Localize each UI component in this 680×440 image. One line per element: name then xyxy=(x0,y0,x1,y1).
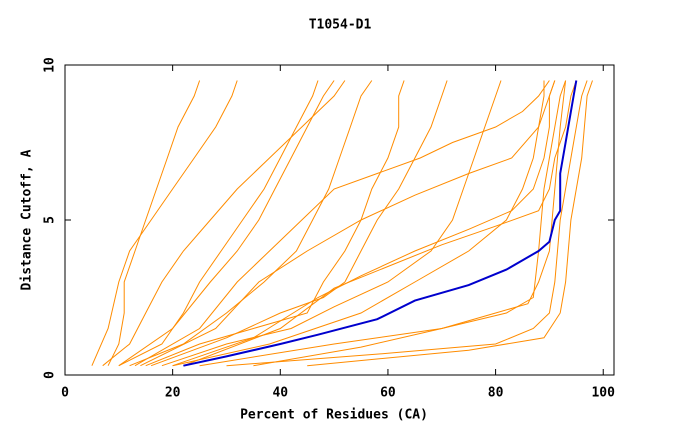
y-tick-label: 10 xyxy=(43,57,58,73)
x-tick-label: 20 xyxy=(165,386,181,401)
data-line xyxy=(129,80,373,367)
x-tick-label: 80 xyxy=(488,386,504,401)
data-line xyxy=(150,80,448,367)
data-line xyxy=(107,80,201,366)
x-axis-label: Percent of Residues (CA) xyxy=(240,408,428,423)
data-line xyxy=(226,80,588,367)
data-line xyxy=(253,80,567,367)
data-line xyxy=(172,80,556,367)
data-line xyxy=(183,80,578,367)
data-line xyxy=(145,80,405,367)
x-tick-label: 0 xyxy=(61,386,69,401)
data-line xyxy=(307,80,593,367)
data-line xyxy=(183,80,577,367)
data-line xyxy=(91,80,238,366)
data-line xyxy=(134,80,550,367)
data-line xyxy=(140,80,556,367)
y-tick-label: 5 xyxy=(43,216,58,224)
x-tick-label: 40 xyxy=(272,386,288,401)
x-tick-label: 100 xyxy=(591,386,615,401)
data-line xyxy=(161,80,502,367)
data-line xyxy=(172,80,545,367)
y-axis-label: Distance Cutoff, A xyxy=(20,149,35,290)
y-tick-label: 0 xyxy=(43,371,58,379)
plot-area xyxy=(91,80,593,367)
data-line xyxy=(118,80,335,367)
chart-title: T1054-D1 xyxy=(309,18,372,33)
x-tick-label: 60 xyxy=(380,386,396,401)
